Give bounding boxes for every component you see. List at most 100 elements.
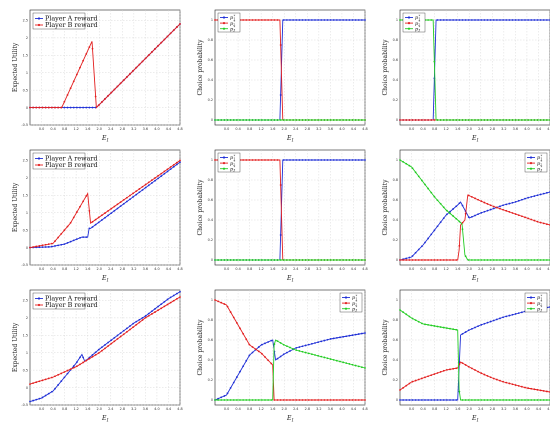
series-point	[289, 350, 291, 352]
series-point	[138, 63, 141, 66]
x-tick-label: 0.8	[62, 127, 67, 131]
series-point	[354, 259, 357, 261]
series-point	[452, 367, 455, 370]
y-tick-label: 0	[26, 106, 28, 110]
series-point	[536, 259, 539, 261]
x-tick-label: 2.0	[467, 127, 472, 131]
series-point	[175, 26, 178, 28]
series-point	[442, 399, 445, 401]
x-tick-label: 4.0	[339, 407, 344, 411]
series-point	[530, 19, 533, 21]
series-point	[163, 172, 166, 175]
series-point	[539, 193, 542, 196]
series-point	[345, 19, 348, 21]
legend-marker	[37, 297, 41, 300]
series-point	[483, 259, 486, 261]
series-point	[517, 312, 520, 315]
y-tick-label: 0	[211, 258, 213, 262]
series-point	[542, 192, 545, 195]
series-point	[169, 296, 172, 299]
series-point	[348, 119, 351, 121]
series-point	[251, 259, 254, 261]
y-tick-label: 0.5	[23, 88, 28, 92]
x-tick-label: 3.6	[143, 267, 148, 271]
panel-r0-c2: 0.0 0.4 0.8 1.2 1.6 2.0 2.4 2.8 3.2 3.6 4.0 4.4 4.8 0…	[382, 9, 550, 143]
series-point	[60, 372, 63, 375]
series-point	[273, 119, 276, 121]
series-point	[248, 354, 251, 357]
series-point	[320, 19, 323, 21]
series-point	[125, 330, 128, 333]
y-tick-label: -0.5	[21, 123, 28, 127]
series-point	[248, 259, 251, 261]
series-point	[129, 328, 131, 331]
series-point	[452, 208, 455, 210]
series-point	[94, 354, 97, 356]
series-point	[179, 290, 181, 293]
y-tick-label: 1.5	[23, 334, 28, 338]
y-tick-label: 0.4	[208, 78, 213, 82]
series-point	[270, 159, 273, 161]
x-tick-label: 2.8	[305, 407, 310, 411]
series-point	[502, 119, 505, 121]
series-point	[295, 346, 298, 349]
series-point	[66, 94, 69, 96]
series-point	[527, 119, 530, 121]
series-point	[530, 387, 533, 390]
y-tick-label: 1	[211, 18, 213, 22]
series-point	[122, 333, 125, 336]
series-point	[417, 119, 420, 121]
series-point	[408, 382, 411, 385]
series-point	[113, 336, 116, 339]
x-tick-label: 0.4	[50, 127, 55, 131]
series-point	[477, 19, 480, 21]
series-point	[430, 399, 433, 401]
series-point	[267, 19, 270, 21]
series-point	[399, 399, 401, 401]
series-point	[223, 259, 226, 261]
series-point	[113, 209, 116, 212]
series-point	[179, 159, 181, 162]
series-point	[141, 60, 144, 63]
legend-marker	[37, 157, 41, 160]
series-point	[486, 259, 489, 261]
x-tick-label: 2.8	[490, 407, 495, 411]
x-tick-label: 4.4	[166, 127, 171, 131]
x-tick-label: 0.8	[62, 267, 67, 271]
series-point	[427, 237, 430, 240]
series-point	[524, 197, 526, 200]
series-point	[72, 365, 75, 367]
legend-label: p1*	[537, 154, 543, 161]
series-point	[141, 189, 144, 191]
series-point	[85, 106, 88, 109]
series-point	[63, 106, 66, 109]
series-point	[132, 326, 135, 329]
series-point	[254, 348, 257, 351]
series-point	[492, 399, 495, 401]
y-axis-label: Choice probability	[382, 39, 389, 96]
x-tick-label: 4.4	[166, 407, 171, 411]
series-point	[486, 321, 489, 324]
series-point	[505, 203, 508, 206]
series-point	[82, 236, 85, 239]
series-point	[357, 159, 360, 161]
series-point	[295, 159, 298, 161]
series-point	[417, 378, 420, 381]
x-tick-label: 4.8	[547, 267, 550, 271]
series-point	[417, 320, 420, 323]
series-point	[402, 160, 405, 163]
x-tick-label: 0.4	[50, 407, 55, 411]
series-point	[335, 399, 338, 401]
series-point	[430, 374, 433, 377]
series-point	[329, 259, 332, 261]
series-point	[41, 396, 44, 399]
x-tick-label: 2.4	[293, 127, 298, 131]
y-tick-label: 0	[396, 118, 398, 122]
series-point	[430, 19, 433, 21]
series-point	[82, 59, 85, 62]
series-point	[489, 119, 492, 121]
series-point	[517, 384, 520, 387]
x-tick-label: 0.8	[62, 407, 67, 411]
series-point	[323, 259, 326, 261]
y-tick-label: 1	[26, 211, 28, 215]
